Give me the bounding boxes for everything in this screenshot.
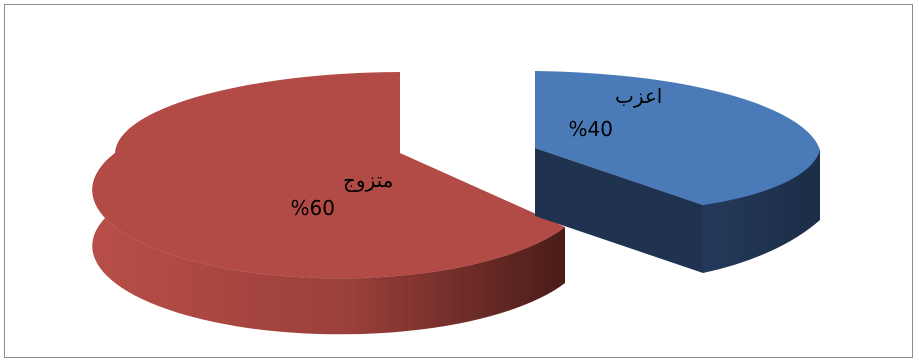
slice-married-side	[92, 153, 566, 335]
slice-single-label: اعزب	[615, 84, 662, 108]
slice-married-value: %60	[291, 196, 335, 220]
slice-married: متزوج %60	[92, 72, 566, 335]
pie-chart: متزوج %60 اعزب %40	[92, 71, 820, 335]
slice-single-outer-side	[703, 150, 820, 273]
slice-single-inner-side	[535, 148, 703, 273]
slice-married-top	[92, 72, 565, 279]
slice-single-value: %40	[569, 117, 613, 141]
slice-single: اعزب %40	[535, 71, 820, 273]
chart-area: متزوج %60 اعزب %40	[4, 4, 913, 358]
slice-married-label: متزوج	[343, 168, 393, 192]
slice-single-top	[535, 71, 820, 205]
